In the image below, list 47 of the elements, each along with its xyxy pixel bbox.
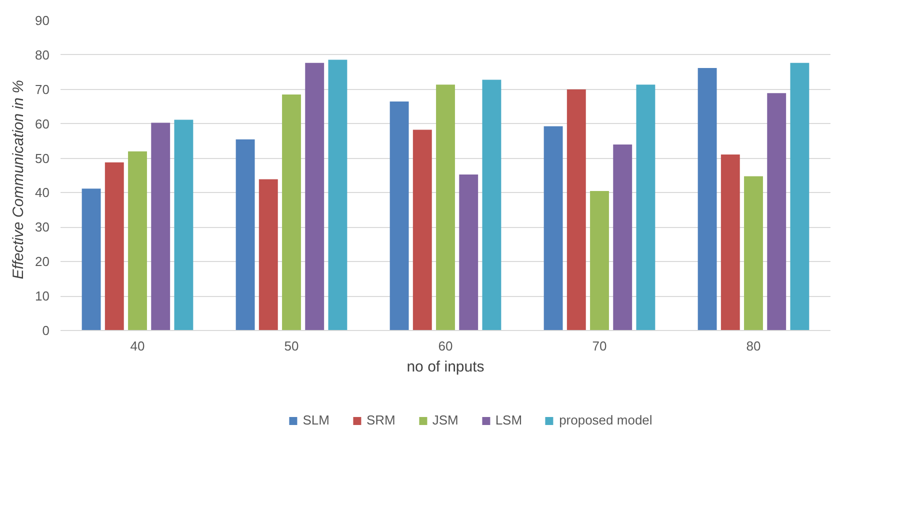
bar (82, 188, 101, 330)
y-tick-label: 30 (35, 220, 50, 235)
bar (128, 151, 147, 330)
bar (436, 84, 455, 330)
legend-label: JSM (432, 412, 458, 428)
bar (390, 101, 409, 330)
bar (613, 144, 632, 330)
bar (328, 60, 348, 330)
y-tick-label: 20 (35, 254, 50, 270)
bar (720, 154, 740, 330)
legend-label: SRM (366, 412, 396, 428)
y-tick-label: 80 (35, 47, 50, 62)
x-tick-label: 60 (438, 338, 453, 354)
y-tick-label: 60 (35, 116, 50, 132)
bar (104, 162, 124, 330)
bar (236, 139, 255, 330)
bar (412, 130, 432, 330)
bar (790, 62, 810, 330)
bar (282, 94, 301, 330)
bar (767, 93, 786, 330)
legend-label: proposed model (559, 412, 652, 428)
x-tick-label: 80 (746, 338, 761, 354)
y-tick-label: 50 (35, 150, 50, 166)
bar (544, 126, 563, 330)
bar (482, 80, 502, 330)
y-axis-title: Effective Communication in % (10, 80, 28, 280)
x-axis-title: no of inputs (406, 358, 484, 376)
bar (151, 122, 170, 330)
y-tick-label: 40 (35, 185, 50, 200)
bar (698, 68, 717, 330)
bar (566, 89, 586, 330)
x-tick-label: 50 (284, 338, 299, 354)
bar (744, 176, 763, 330)
y-tick-label: 90 (35, 13, 50, 28)
y-tick-label: 0 (42, 323, 50, 338)
y-tick-label: 70 (35, 82, 50, 97)
bar (459, 174, 478, 330)
legend-label: SLM (302, 412, 330, 428)
y-tick-label: 10 (35, 288, 50, 304)
legend-label: LSM (495, 412, 522, 428)
bar (174, 120, 194, 330)
x-tick-label: 40 (130, 338, 145, 354)
bar (636, 84, 656, 330)
bar (305, 62, 324, 330)
x-tick-label: 70 (592, 338, 607, 354)
bar (590, 191, 609, 330)
bar (258, 179, 278, 330)
